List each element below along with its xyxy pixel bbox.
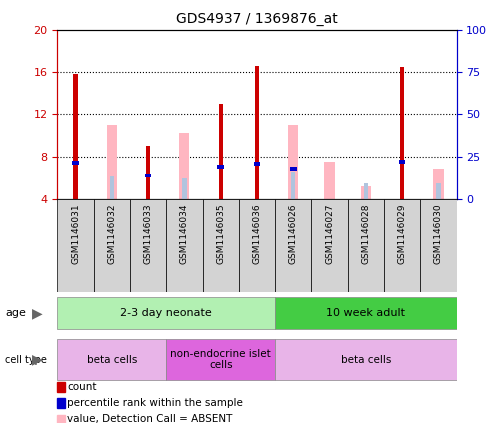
Text: GSM1146028: GSM1146028 [361, 203, 370, 264]
Text: GSM1146026: GSM1146026 [289, 203, 298, 264]
Text: count: count [67, 382, 97, 392]
Bar [275, 199, 311, 292]
Text: GSM1146030: GSM1146030 [434, 203, 443, 264]
Bar [57, 339, 166, 380]
Bar [311, 199, 348, 292]
Bar [288, 125, 298, 199]
Bar [218, 165, 224, 169]
Bar [364, 183, 368, 199]
Bar [73, 74, 78, 199]
Bar [384, 199, 420, 292]
Bar [110, 176, 114, 199]
Bar [433, 169, 444, 199]
Text: ▶: ▶ [32, 352, 43, 367]
Text: GSM1146033: GSM1146033 [144, 203, 153, 264]
Text: GSM1146032: GSM1146032 [107, 203, 116, 264]
Bar [94, 199, 130, 292]
Bar [253, 162, 260, 166]
Bar [291, 173, 295, 199]
Bar [203, 199, 239, 292]
Bar [324, 162, 335, 199]
Text: GSM1146035: GSM1146035 [216, 203, 225, 264]
Bar [348, 199, 384, 292]
Text: ▶: ▶ [32, 306, 43, 320]
Bar [72, 161, 79, 165]
Text: GSM1146027: GSM1146027 [325, 203, 334, 264]
Bar [399, 160, 405, 164]
Text: 10 week adult: 10 week adult [326, 308, 405, 318]
Text: value, Detection Call = ABSENT: value, Detection Call = ABSENT [67, 414, 233, 423]
Text: GSM1146031: GSM1146031 [71, 203, 80, 264]
Text: GSM1146036: GSM1146036 [252, 203, 261, 264]
Bar [182, 178, 187, 199]
Bar [436, 183, 441, 199]
Bar [130, 199, 166, 292]
Bar [275, 297, 457, 329]
Text: cell type: cell type [5, 354, 47, 365]
Bar [290, 168, 296, 171]
Text: percentile rank within the sample: percentile rank within the sample [67, 398, 243, 408]
Text: beta cells: beta cells [341, 354, 391, 365]
Bar [255, 66, 259, 199]
Text: beta cells: beta cells [87, 354, 137, 365]
Bar [57, 297, 275, 329]
Bar [166, 339, 275, 380]
Bar [275, 339, 457, 380]
Bar [145, 174, 151, 177]
Text: GSM1146034: GSM1146034 [180, 203, 189, 264]
Bar [420, 199, 457, 292]
Bar [146, 179, 150, 199]
Bar [400, 67, 404, 199]
Bar [361, 186, 371, 199]
Bar [57, 199, 94, 292]
Bar [146, 146, 150, 199]
Bar [179, 133, 190, 199]
Bar [239, 199, 275, 292]
Text: GSM1146029: GSM1146029 [398, 203, 407, 264]
Text: non-endocrine islet
cells: non-endocrine islet cells [170, 349, 271, 371]
Title: GDS4937 / 1369876_at: GDS4937 / 1369876_at [176, 12, 338, 26]
Text: age: age [5, 308, 26, 318]
Bar [166, 199, 203, 292]
Bar [219, 169, 223, 199]
Bar [107, 125, 117, 199]
Text: 2-3 day neonate: 2-3 day neonate [120, 308, 212, 318]
Bar [219, 104, 223, 199]
